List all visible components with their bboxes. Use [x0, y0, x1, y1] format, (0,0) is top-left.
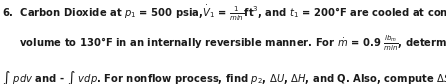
Text: 6.  Carbon Dioxide at $p_1$ = 500 psia,$\dot{V}_1$ = $\frac{1}{min}$ft$^3$, and : 6. Carbon Dioxide at $p_1$ = 500 psia,$\…: [2, 4, 446, 23]
Text: volume to 130°F in an internally reversible manner. For $\dot{m}$ = 0.9 $\frac{l: volume to 130°F in an internally reversi…: [2, 34, 446, 53]
Text: $\int$ $pdv$ and - $\int$ $vdp$. For nonflow process, find $p_2$, $\Delta U$, $\: $\int$ $pdv$ and - $\int$ $vdp$. For non…: [2, 69, 446, 84]
